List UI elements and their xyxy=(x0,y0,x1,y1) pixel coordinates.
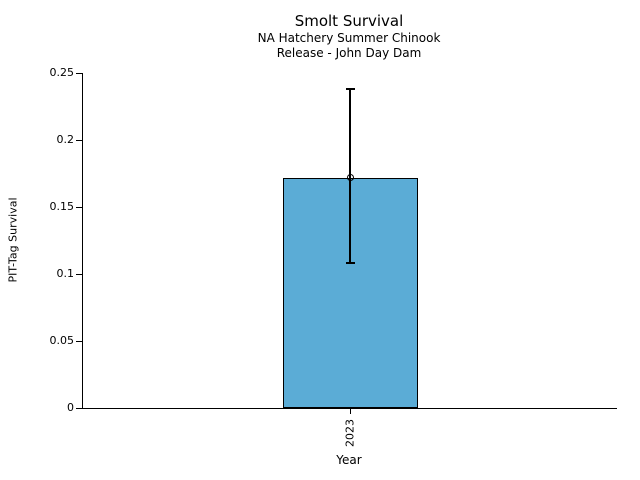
chart-header: Smolt Survival NA Hatchery Summer Chinoo… xyxy=(82,11,616,60)
y-tick-label: 0.15 xyxy=(49,200,75,213)
y-tick xyxy=(76,340,82,342)
y-tick xyxy=(76,72,82,74)
chart-subtitle-line2: Release - John Day Dam xyxy=(276,45,422,60)
y-axis-title: PIT-Tag Survival xyxy=(6,197,20,283)
y-tick-label: 0.1 xyxy=(56,267,75,280)
error-cap-bottom xyxy=(345,262,355,265)
y-tick-label: 0.05 xyxy=(49,334,75,347)
y-tick xyxy=(76,139,82,141)
y-tick-label: 0.2 xyxy=(56,133,75,146)
plot-area: 0 0.05 0.1 0.15 0.2 0.25 2023 xyxy=(50,66,617,447)
y-tick-label: 0.25 xyxy=(49,66,75,79)
y-tick xyxy=(76,407,82,409)
y-tick-label: 0 xyxy=(67,401,74,414)
chart-subtitle-line1: NA Hatchery Summer Chinook xyxy=(257,31,441,45)
y-tick xyxy=(76,206,82,208)
chart-title: Smolt Survival xyxy=(294,12,404,30)
mean-marker xyxy=(346,174,354,182)
x-tick xyxy=(349,409,351,414)
x-axis-title: Year xyxy=(336,453,362,467)
error-cap-top xyxy=(345,88,355,90)
y-tick xyxy=(76,273,82,275)
x-tick-label: 2023 xyxy=(343,419,357,447)
